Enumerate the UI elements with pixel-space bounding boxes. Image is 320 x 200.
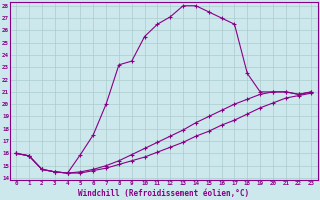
X-axis label: Windchill (Refroidissement éolien,°C): Windchill (Refroidissement éolien,°C): [78, 189, 249, 198]
